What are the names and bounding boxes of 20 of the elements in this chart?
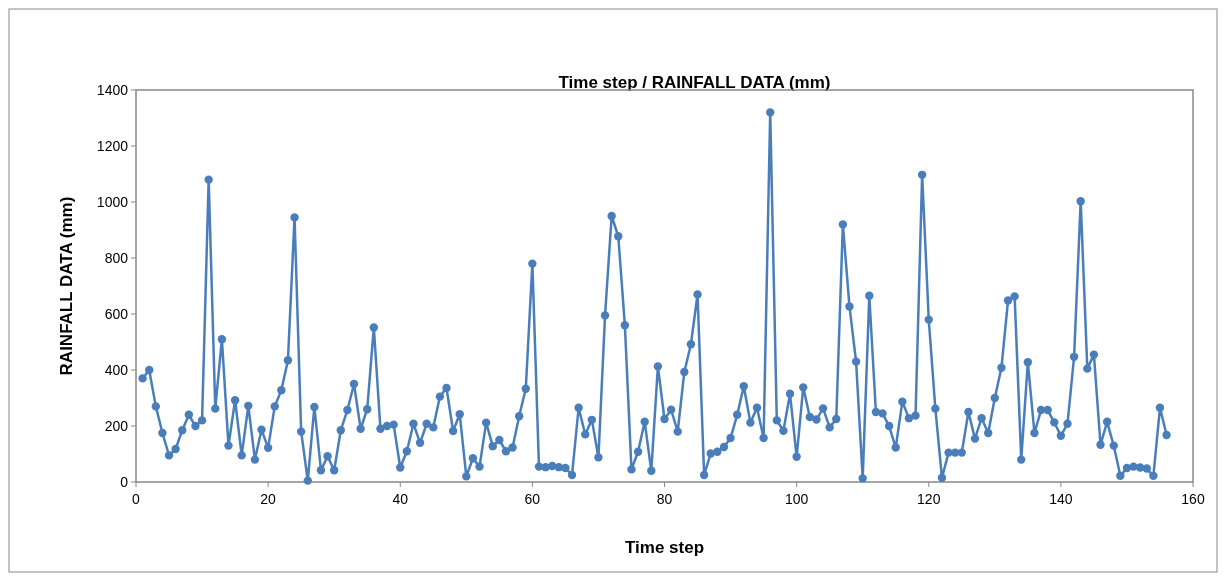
x-tick-label: 20 [260, 491, 277, 507]
x-tick-label: 120 [917, 491, 941, 507]
y-tick-label: 0 [120, 473, 129, 490]
y-axis-title: RAINFALL DATA (mm) [57, 196, 76, 376]
y-tick-label: 400 [104, 361, 129, 378]
x-tick-label: 140 [1049, 491, 1073, 507]
x-tick-label: 60 [524, 491, 541, 507]
x-tick-label: 0 [132, 491, 141, 507]
x-tick-label: 100 [784, 491, 809, 507]
chart-title: Time step / RAINFALL DATA (mm) [558, 73, 831, 92]
x-tick-label: 80 [656, 491, 673, 507]
y-tick-label: 1200 [96, 137, 129, 154]
y-tick-label: 1400 [96, 81, 129, 98]
x-tick-label: 160 [1181, 491, 1205, 507]
x-tick-label: 40 [392, 491, 409, 507]
x-axis-title: Time step [624, 538, 705, 557]
y-tick-label: 800 [104, 249, 129, 266]
y-tick-label: 600 [104, 305, 129, 322]
y-tick-label: 200 [104, 417, 129, 434]
y-tick-label: 1000 [96, 193, 129, 210]
